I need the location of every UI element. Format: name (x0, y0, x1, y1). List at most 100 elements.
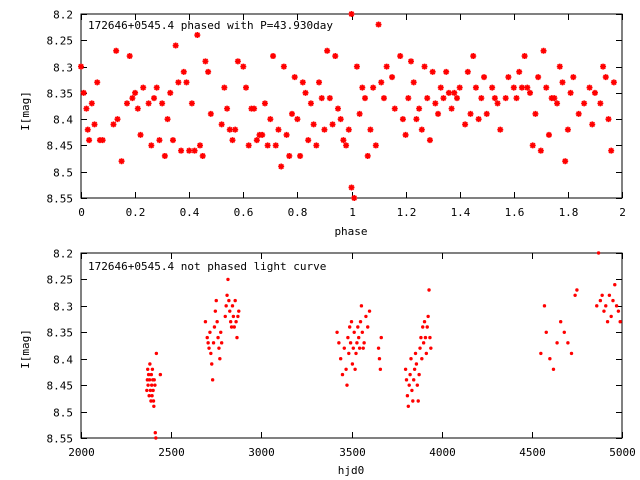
data-point (343, 142, 350, 149)
data-point (418, 126, 425, 133)
data-point (435, 110, 442, 117)
data-point (440, 95, 447, 102)
data-point (283, 131, 290, 138)
data-point (361, 346, 365, 350)
data-point (86, 137, 93, 144)
data-point (422, 320, 427, 324)
data-point (286, 152, 293, 159)
data-point (608, 147, 615, 154)
data-point (356, 110, 363, 117)
data-point (408, 372, 412, 377)
data-point (347, 325, 352, 329)
phased-y-tick-label: 8.5 (53, 167, 73, 180)
data-point (226, 126, 233, 133)
data-point (199, 152, 206, 159)
data-point (180, 68, 187, 75)
data-point (453, 95, 460, 102)
data-point (407, 383, 411, 387)
data-point (337, 116, 344, 123)
data-point (158, 372, 163, 377)
phased-x-tick-label: 1 (349, 206, 356, 219)
data-point (146, 383, 150, 387)
data-point (348, 184, 355, 191)
data-point (153, 383, 157, 387)
data-point (203, 320, 208, 324)
data-point (297, 152, 304, 159)
data-point (567, 89, 574, 96)
data-point (261, 100, 268, 107)
data-point (383, 63, 390, 70)
data-point (357, 346, 362, 350)
data-point (278, 163, 285, 170)
data-point (324, 47, 331, 54)
data-point (218, 121, 225, 128)
data-point (150, 394, 154, 398)
phased-y-tick-label: 8.55 (47, 193, 74, 206)
data-point (421, 341, 426, 345)
data-point (558, 320, 563, 324)
data-point (418, 346, 422, 350)
data-point (586, 84, 593, 91)
data-point (481, 74, 488, 81)
data-point (209, 351, 213, 356)
data-point (427, 288, 431, 292)
data-point (521, 53, 528, 60)
data-point (146, 367, 150, 371)
phased-y-tick-label: 8.25 (47, 35, 74, 48)
data-point (413, 116, 420, 123)
unphased-x-tick-label: 2000 (68, 446, 95, 459)
data-point (570, 74, 577, 81)
data-point (414, 362, 419, 366)
data-point (475, 116, 482, 123)
data-point (419, 335, 423, 340)
data-point (408, 58, 415, 65)
data-point (140, 84, 147, 91)
data-point (573, 293, 577, 297)
data-point (80, 89, 87, 96)
data-point (562, 158, 569, 165)
data-point (118, 158, 125, 165)
data-point (513, 95, 520, 102)
data-point (532, 110, 539, 117)
data-point (167, 89, 174, 96)
data-point (464, 68, 471, 75)
data-point (605, 116, 612, 123)
data-point (318, 95, 325, 102)
data-point (377, 357, 382, 361)
phased-y-tick-label: 8.3 (53, 62, 73, 75)
data-point (353, 367, 357, 371)
data-point (152, 404, 156, 408)
data-point (224, 105, 231, 112)
data-point (259, 131, 266, 138)
data-point (428, 335, 432, 340)
data-point (154, 436, 158, 440)
data-point (409, 357, 413, 361)
data-point (451, 89, 458, 96)
phased-light-curve-chart: 172646+0545.4 phased with P=43.930day ph… (19, 9, 626, 239)
data-point (529, 142, 536, 149)
data-point (237, 309, 241, 313)
data-point (219, 330, 223, 334)
data-point (494, 100, 501, 107)
unphased-x-tick-label: 2500 (158, 446, 185, 459)
data-point (350, 362, 355, 366)
data-point (591, 89, 598, 96)
data-point (149, 399, 153, 403)
data-point (153, 84, 160, 91)
data-point (562, 330, 566, 334)
data-point (421, 325, 425, 329)
data-point (397, 53, 404, 60)
data-point (610, 79, 617, 86)
unphased-y-tick-label: 8.45 (47, 380, 74, 393)
data-point (618, 320, 622, 324)
data-point (416, 105, 423, 112)
data-point (351, 346, 356, 350)
data-point (611, 298, 615, 303)
data-point (234, 58, 241, 65)
data-point (564, 126, 571, 133)
data-point (349, 320, 354, 324)
data-point (152, 378, 156, 382)
data-point (316, 79, 323, 86)
data-point (191, 147, 198, 154)
data-point (150, 367, 155, 371)
